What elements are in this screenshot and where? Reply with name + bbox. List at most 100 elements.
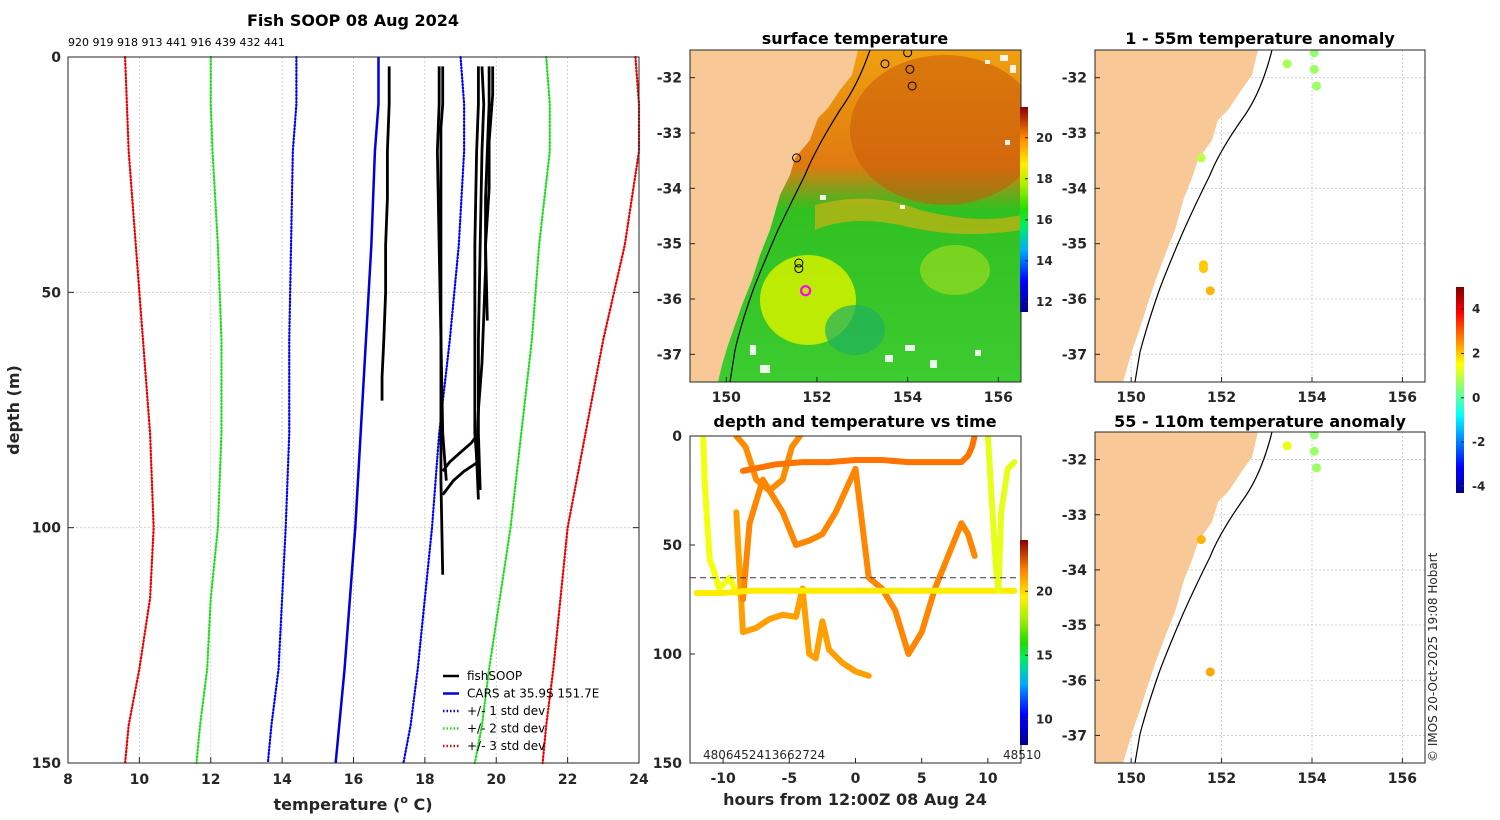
- profile-ytick: 50: [42, 285, 62, 301]
- anom-shallow-point: [1196, 153, 1206, 163]
- ts-colorbar-tick: 20: [1036, 584, 1053, 598]
- profile-ytick: 150: [32, 756, 61, 772]
- anom-shallow-ytick: -33: [1062, 126, 1087, 142]
- profile-fish-cast: [435, 66, 448, 481]
- profile-xlabel: temperature (o C): [273, 793, 432, 814]
- anom-shallow-xtick: 150: [1117, 390, 1146, 406]
- anom-shallow-point: [1312, 81, 1322, 91]
- anom-shallow-ytick: -36: [1062, 292, 1087, 308]
- profile-fish-cast: [441, 432, 480, 473]
- anomaly-shallow-chart: 1 - 55m temperature anomaly 150 152 154 156…: [1062, 29, 1426, 406]
- anom-deep-ytick: -33: [1062, 508, 1087, 524]
- ts-xtick: 5: [917, 771, 927, 787]
- anom-deep-ytick: -34: [1062, 563, 1088, 579]
- sst-station-marker: [905, 64, 915, 74]
- ts-track: [739, 436, 978, 474]
- profile-ytick: 0: [51, 50, 61, 66]
- sst-ytick: -33: [657, 126, 682, 142]
- sst-colorbar-tick: 20: [1036, 131, 1053, 145]
- time-series-chart: depth and temperature vs time -10 -5 0 5 10 …: [653, 412, 1053, 809]
- ts-xlabel: hours from 12:00Z 08 Aug 24: [723, 790, 987, 809]
- profile-xtick: 12: [201, 772, 220, 788]
- profile-xtick: 18: [415, 772, 434, 788]
- ts-colorbar-tick: 15: [1036, 648, 1053, 662]
- anom-shallow-point: [1309, 64, 1319, 74]
- anom-deep-xtick: 154: [1297, 771, 1326, 787]
- sst-xtick: 152: [802, 390, 831, 406]
- sst-station-marker: [794, 264, 804, 274]
- sst-ytick: -32: [657, 71, 682, 87]
- sst-colorbar-tick: 18: [1036, 172, 1053, 186]
- sst-station-marker: [903, 50, 913, 58]
- anom-shallow-isobath: [1134, 50, 1273, 382]
- sst-station-marker: [792, 153, 802, 163]
- profile-xtick: 24: [629, 772, 649, 788]
- anom-shallow-xtick: 156: [1388, 390, 1417, 406]
- ts-ytick: 100: [653, 647, 682, 663]
- profile-series-cars-1sd: [402, 55, 466, 765]
- anom-shallow-xtick: 152: [1207, 390, 1236, 406]
- anom-colorbar-tick: 4: [1472, 302, 1480, 316]
- sst-cloud-patches: [750, 55, 1016, 373]
- profile-chart: Fish SOOP 08 Aug 2024 920 919 918 913 44…: [4, 11, 649, 814]
- sst-cool-patch: [825, 305, 885, 355]
- sst-current-station-marker: [800, 285, 812, 297]
- anom-deep-xtick: 150: [1117, 771, 1146, 787]
- anom-shallow-point: [1198, 264, 1208, 274]
- anom-colorbar-tick: -4: [1472, 479, 1485, 493]
- profile-fish-cast: [439, 66, 445, 575]
- sst-ytick: -35: [657, 237, 682, 253]
- profile-fish-cast: [441, 460, 480, 496]
- sst-station-marker: [880, 59, 890, 69]
- profile-xtick: 22: [558, 772, 577, 788]
- profile-legend: fishSOOP CARS at 35.9S 151.7E +/- 1 std de…: [443, 669, 599, 753]
- profile-fish-cast: [484, 66, 495, 321]
- anom-deep-isobath: [1134, 432, 1273, 763]
- sst-warm-core-north: [850, 55, 1021, 205]
- anom-deep-ytick: -35: [1062, 618, 1087, 634]
- sst-xtick: 156: [984, 390, 1013, 406]
- legend-label: +/- 3 std dev: [467, 739, 545, 753]
- anom-shallow-point: [1309, 50, 1319, 58]
- sst-station-marker: [907, 81, 917, 91]
- anom-shallow-xtick: 154: [1297, 390, 1326, 406]
- profile-xtick: 8: [63, 772, 73, 788]
- anom-shallow-axes-box: [1094, 49, 1426, 383]
- anom-deep-point: [1309, 446, 1319, 456]
- profile-xtick: 10: [130, 772, 150, 788]
- ts-colorbar: [1020, 540, 1028, 745]
- sst-isobath: [729, 50, 871, 382]
- profile-series-cars-1sd: [266, 55, 298, 765]
- profile-series-cars: [334, 57, 380, 764]
- anom-shallow-ytick: -32: [1062, 71, 1087, 87]
- sst-title: surface temperature: [762, 29, 949, 48]
- ts-title: depth and temperature vs time: [713, 412, 996, 431]
- sst-ytick: -36: [657, 292, 682, 308]
- legend-label: +/- 1 std dev: [467, 704, 545, 718]
- profile-title: Fish SOOP 08 Aug 2024: [247, 11, 459, 30]
- anom-colorbar-tick: 2: [1472, 346, 1480, 360]
- anom-deep-point: [1309, 432, 1319, 440]
- ts-track: [733, 509, 872, 679]
- ts-track: [739, 465, 978, 657]
- sst-ytick: -34: [657, 181, 683, 197]
- anom-shallow-ytick: -34: [1062, 181, 1088, 197]
- anom-deep-xtick: 152: [1207, 771, 1236, 787]
- anom-deep-point: [1282, 441, 1292, 451]
- sst-xtick: 154: [893, 390, 922, 406]
- ts-ytick: 50: [663, 538, 683, 554]
- anom-shallow-point: [1282, 59, 1292, 69]
- anom-shallow-ytick: -37: [1062, 347, 1087, 363]
- profile-top-ids: 920 919 918 913 441 916 439 432 441: [68, 36, 285, 49]
- profile-series-cars-2sd: [473, 55, 551, 765]
- anom-deep-ytick: -37: [1062, 728, 1087, 744]
- profile-ylabel: depth (m): [4, 365, 23, 455]
- sst-front: [815, 198, 1021, 234]
- ts-track: [984, 436, 1018, 594]
- profile-series-cars-3sd: [123, 55, 155, 765]
- anom-shallow-point: [1205, 286, 1215, 296]
- ts-bottom-ids: 4806452413662724: [703, 748, 825, 762]
- sst-ytick: -37: [657, 347, 682, 363]
- profile-series-cars-3sd: [541, 55, 641, 765]
